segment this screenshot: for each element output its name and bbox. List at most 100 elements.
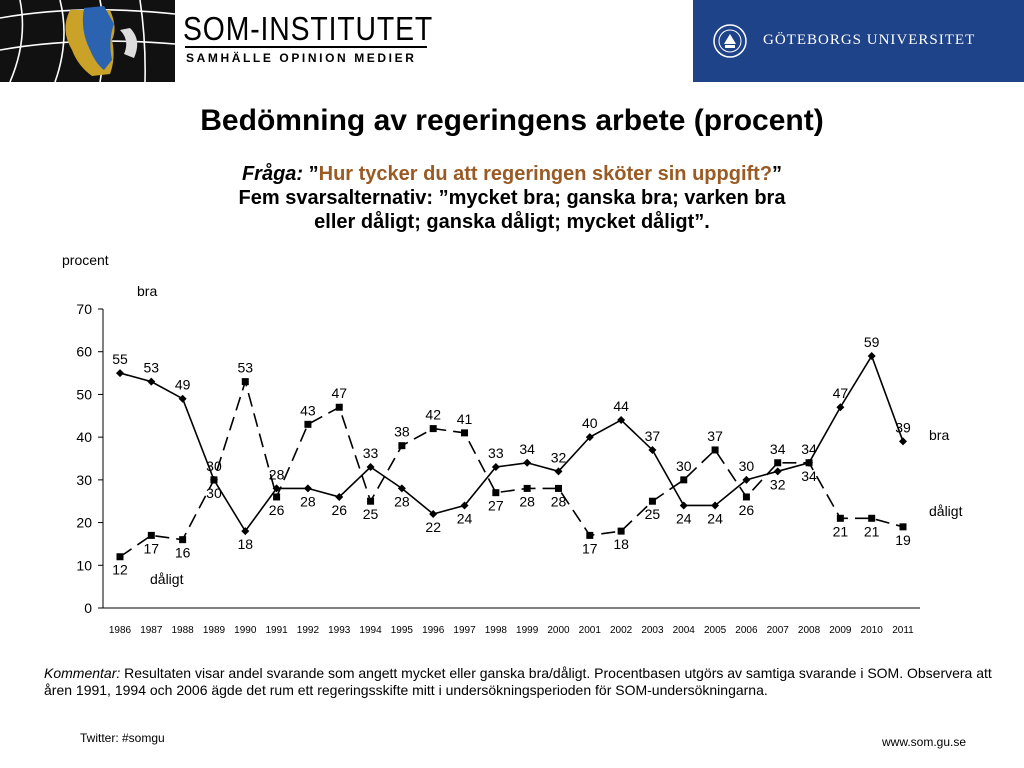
data-label-daligt: 17 <box>582 540 598 556</box>
y-tick-label: 0 <box>84 600 92 616</box>
data-label-bra: 33 <box>488 445 504 461</box>
university-seal-icon <box>713 24 747 58</box>
data-point-bra <box>742 475 751 484</box>
data-label-daligt: 30 <box>206 485 222 501</box>
data-label-daligt: 37 <box>707 428 723 444</box>
website-link[interactable]: www.som.gu.se <box>882 735 967 749</box>
data-point-bra <box>303 484 312 493</box>
x-tick-label: 2004 <box>673 625 696 636</box>
series-line-bra <box>119 354 904 533</box>
x-tick-label: 2011 <box>892 625 914 636</box>
data-label-bra: 55 <box>112 351 128 367</box>
brand-divider <box>185 46 427 48</box>
series-end-label-daligt: dåligt <box>929 503 963 519</box>
x-tick-label: 1988 <box>172 625 195 636</box>
question-open-quote: ” <box>303 163 319 185</box>
data-point-daligt <box>335 403 343 411</box>
x-tick-label: 1996 <box>422 625 445 636</box>
data-label-bra: 59 <box>864 334 880 350</box>
data-point-bra <box>585 433 594 442</box>
data-point-daligt <box>179 536 187 544</box>
data-point-bra <box>617 416 626 425</box>
data-point-bra <box>366 463 375 472</box>
x-tick-label: 1986 <box>109 625 132 636</box>
university-name: GÖTEBORGS UNIVERSITET <box>763 32 976 48</box>
data-label-daligt: 25 <box>645 506 661 522</box>
y-tick-label: 50 <box>76 386 92 402</box>
data-label-daligt: 38 <box>394 424 410 440</box>
data-label-daligt: 28 <box>519 493 535 509</box>
data-point-bra <box>241 527 250 536</box>
question-line-2: Fem svarsalternativ: ”mycket bra; ganska… <box>238 187 786 209</box>
data-point-bra <box>773 467 782 476</box>
data-label-bra: 53 <box>144 360 160 376</box>
data-label-daligt: 26 <box>269 502 285 518</box>
data-label-daligt: 41 <box>457 411 473 427</box>
x-tick-label: 2002 <box>610 625 633 636</box>
x-tick-label: 2007 <box>767 625 790 636</box>
data-point-daligt <box>241 378 249 386</box>
data-label-daligt: 42 <box>425 407 441 423</box>
page-title: Bedömning av regeringens arbete (procent… <box>200 104 824 137</box>
y-axis-label: procent <box>62 252 109 268</box>
x-tick-label: 1992 <box>297 625 320 636</box>
data-point-bra <box>147 377 156 386</box>
data-point-daligt <box>680 476 688 484</box>
data-label-bra: 18 <box>237 536 253 552</box>
data-point-daligt <box>868 514 876 522</box>
comment-label: Kommentar: <box>44 665 121 681</box>
series-start-label-bra: bra <box>137 283 157 299</box>
data-point-daligt <box>742 493 750 501</box>
data-point-daligt <box>492 489 500 497</box>
series-start-label-daligt: dåligt <box>150 571 184 587</box>
x-tick-label: 1989 <box>203 625 226 636</box>
data-label-bra: 28 <box>300 493 316 509</box>
brand-title: SOM-INSTITUTET <box>183 10 434 47</box>
x-tick-label: 2006 <box>735 625 758 636</box>
data-label-bra: 24 <box>457 510 473 526</box>
y-tick-label: 30 <box>76 472 92 488</box>
data-label-bra: 34 <box>801 441 817 457</box>
x-tick-label: 1997 <box>453 625 476 636</box>
data-point-bra <box>272 484 281 493</box>
data-point-daligt <box>617 527 625 535</box>
x-tick-label: 1999 <box>516 625 539 636</box>
data-point-bra <box>178 394 187 403</box>
data-point-daligt <box>899 523 907 531</box>
data-label-daligt: 53 <box>237 360 253 376</box>
data-point-bra <box>899 437 907 446</box>
y-tick-label: 70 <box>76 301 92 317</box>
data-label-bra: 37 <box>645 428 661 444</box>
data-label-bra: 32 <box>770 476 786 492</box>
data-point-daligt <box>805 459 813 467</box>
data-label-bra: 34 <box>519 441 535 457</box>
data-point-bra <box>679 501 688 510</box>
data-label-bra: 32 <box>551 449 567 465</box>
data-label-daligt: 18 <box>613 536 629 552</box>
data-point-bra <box>836 403 845 412</box>
data-label-daligt: 12 <box>112 562 128 578</box>
question-label: Fråga: <box>241 163 304 185</box>
x-tick-label: 2010 <box>861 625 884 636</box>
university-banner: GÖTEBORGS UNIVERSITET <box>693 0 1024 82</box>
y-tick-label: 60 <box>76 344 92 360</box>
data-label-daligt: 34 <box>801 468 817 484</box>
x-tick-label: 2009 <box>829 625 852 636</box>
data-label-daligt: 47 <box>331 385 347 401</box>
data-label-bra: 28 <box>269 466 285 482</box>
data-label-bra: 33 <box>363 445 379 461</box>
x-tick-label: 1998 <box>485 625 508 636</box>
data-point-bra <box>711 501 720 510</box>
question-line-3: eller dåligt; ganska dåligt; mycket dåli… <box>314 211 710 233</box>
data-point-daligt <box>273 493 281 501</box>
data-point-daligt <box>304 420 312 428</box>
data-label-daligt: 19 <box>895 532 911 548</box>
x-tick-label: 1994 <box>359 625 382 636</box>
data-point-bra <box>335 492 344 501</box>
data-label-daligt: 30 <box>676 458 692 474</box>
data-label-bra: 47 <box>833 385 849 401</box>
data-point-daligt <box>147 531 155 539</box>
x-tick-label: 2001 <box>579 625 602 636</box>
survey-question: Fråga: ”Hur tycker du att regeringen skö… <box>0 162 1024 234</box>
data-label-bra: 26 <box>331 502 347 518</box>
